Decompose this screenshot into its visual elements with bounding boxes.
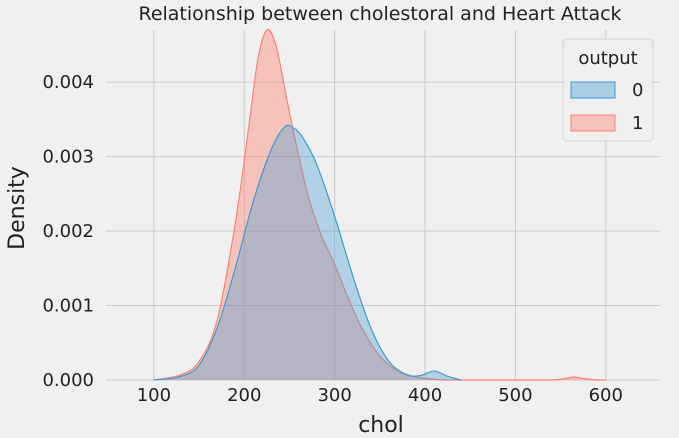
series-1-area: [153, 29, 606, 381]
x-axis-title: chol: [358, 413, 404, 438]
y-axis-title: Density: [5, 166, 30, 250]
tick-labels: 100 200 300 400 500 600 0.000 0.001 0.002 0.003 0.…: [42, 72, 622, 406]
x-tick-label: 600: [589, 385, 623, 406]
legend: output 01: [562, 38, 654, 142]
legend-label-0: 0: [632, 80, 643, 101]
series-1-line: [153, 28, 606, 381]
legend-items: 01: [570, 80, 643, 134]
y-tick-label: 0.004: [42, 72, 94, 93]
y-tick-label: 0.000: [42, 370, 94, 391]
y-tick-label: 0.002: [42, 221, 94, 242]
y-tick-label: 0.001: [42, 296, 94, 317]
plot-series: [153, 28, 606, 381]
x-tick-label: 500: [498, 385, 532, 406]
chart-title: Relationship between cholestoral and Hea…: [138, 3, 621, 25]
x-tick-label: 100: [137, 385, 171, 406]
x-tick-label: 200: [227, 385, 261, 406]
legend-label-1: 1: [632, 113, 643, 134]
series-0-area: [153, 125, 462, 380]
legend-title: output: [578, 48, 637, 69]
y-tick-label: 0.003: [42, 147, 94, 168]
x-tick-label: 300: [317, 385, 351, 406]
legend-swatch-1: [570, 114, 616, 132]
series-0-line: [153, 124, 462, 381]
x-tick-label: 400: [408, 385, 442, 406]
legend-swatch-0: [570, 81, 616, 99]
